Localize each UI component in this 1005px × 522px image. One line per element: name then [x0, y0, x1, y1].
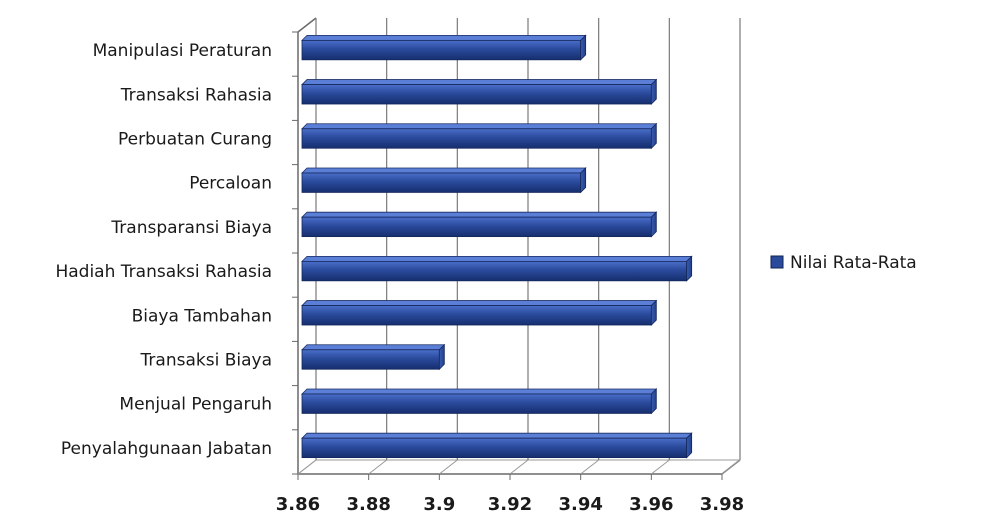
category-label: Menjual Pengaruh	[119, 395, 272, 415]
bar-front-face	[301, 349, 440, 370]
floor-gridline	[721, 459, 741, 475]
x-tick-label: 3.86	[276, 494, 320, 515]
bar-front-face	[301, 437, 688, 459]
floor-gridline	[297, 459, 317, 475]
bar-front-face	[301, 172, 582, 193]
bar-top-face	[301, 34, 587, 41]
bar-front-face	[301, 216, 652, 238]
bar-top-face	[301, 388, 658, 395]
category-label: Manipulasi Peraturan	[93, 41, 272, 61]
x-tick-label: 3.88	[346, 494, 390, 515]
bar-front-face	[301, 39, 582, 61]
category-label: Penyalahgunaan Jabatan	[61, 439, 272, 459]
x-tick-labels: 3.86 3.88 3.9 3.92 3.94 3.96 3.98	[276, 494, 744, 515]
bar-top-face	[301, 344, 446, 351]
bar	[301, 388, 658, 415]
x-tick-label: 3.96	[629, 494, 673, 515]
category-labels: Penyalahgunaan Jabatan Menjual Pengaruh Tr…	[55, 41, 272, 459]
category-label: Transaksi Biaya	[140, 351, 272, 371]
bar-front-face	[301, 393, 652, 414]
bar	[301, 167, 587, 194]
bar-top-face	[301, 123, 658, 130]
category-label: Transparansi Biaya	[110, 218, 272, 238]
x-tick-label: 3.94	[558, 494, 602, 515]
x-tick-label: 3.92	[488, 494, 532, 515]
category-label: Transaksi Rahasia	[120, 85, 272, 105]
bar-end-cap	[686, 432, 693, 459]
bar	[301, 343, 446, 371]
bar-top-face	[301, 79, 658, 85]
floor-gridline	[509, 459, 529, 475]
bar-front-face	[301, 260, 688, 282]
bar-end-cap	[438, 343, 445, 371]
bar-end-cap	[650, 211, 657, 238]
bar	[301, 255, 693, 282]
bar-top-face	[301, 167, 587, 174]
legend-label: Nilai Rata-Rata	[790, 253, 917, 273]
floor-gridline	[439, 459, 458, 475]
bar-end-cap	[580, 34, 587, 61]
depth-edge-top	[297, 17, 317, 33]
category-label: Biaya Tambahan	[132, 306, 272, 326]
bar-top-face	[301, 211, 658, 218]
bar	[301, 34, 587, 61]
bar-end-cap	[650, 388, 657, 415]
bar	[301, 211, 658, 238]
bar	[301, 299, 658, 326]
bar-top-face	[301, 300, 658, 306]
bar-end-cap	[686, 255, 693, 282]
bar-end-cap	[650, 122, 657, 150]
bar	[301, 78, 658, 105]
bar-end-cap	[650, 78, 657, 105]
bar-end-cap	[650, 299, 657, 326]
category-label: Percaloan	[189, 174, 272, 194]
bar-top-face	[301, 255, 693, 262]
bar-end-cap	[580, 167, 587, 194]
bar	[301, 122, 658, 150]
bar-top-face	[301, 432, 693, 439]
bar-front-face	[301, 305, 652, 326]
floor-gridline	[368, 459, 387, 475]
legend-swatch	[770, 255, 784, 269]
x-tick-label: 3.9	[423, 494, 455, 515]
bar-front-face	[301, 128, 652, 149]
floor-gridline	[580, 459, 599, 475]
floor-gridline	[651, 459, 670, 475]
category-label: Perbuatan Curang	[118, 130, 272, 150]
category-label: Hadiah Transaksi Rahasia	[55, 262, 272, 282]
bar	[301, 432, 693, 459]
x-tick-label: 3.98	[700, 494, 744, 515]
legend: Nilai Rata-Rata	[770, 253, 917, 273]
bar-front-face	[301, 84, 652, 105]
bars	[301, 34, 693, 459]
